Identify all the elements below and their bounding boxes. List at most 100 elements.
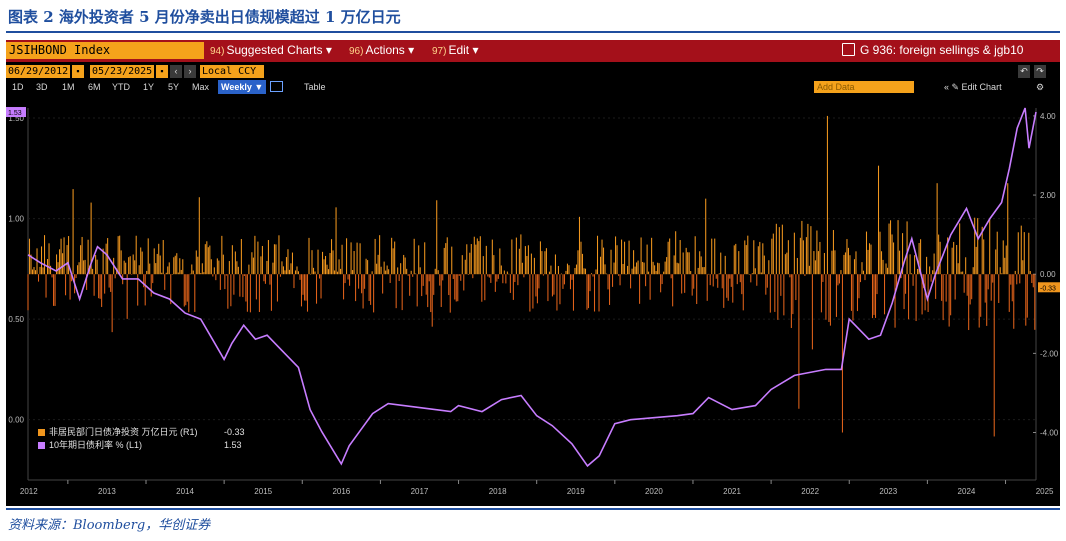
bar — [721, 274, 723, 289]
x-tick-label: 2014 — [176, 487, 194, 496]
bar — [563, 274, 565, 285]
bar — [227, 274, 229, 309]
end-date-field[interactable]: 05/23/2025 — [90, 65, 155, 78]
period-1d[interactable]: 1D — [12, 82, 24, 92]
bar — [741, 274, 743, 295]
edit-menu[interactable]: 97) Edit ▾ — [432, 42, 479, 60]
period-3d[interactable]: 3D — [36, 82, 48, 92]
bar — [427, 274, 429, 308]
frequency-select[interactable]: Weekly ▼ — [218, 80, 267, 94]
bar — [105, 243, 107, 275]
bar — [155, 263, 157, 275]
export-icon[interactable] — [842, 43, 855, 56]
bar — [364, 274, 366, 289]
calendar-icon[interactable]: ▪ — [72, 65, 84, 78]
bar — [850, 274, 852, 311]
bar — [774, 274, 776, 312]
bar — [778, 227, 780, 275]
bar — [684, 274, 686, 293]
suggested-charts-menu[interactable]: 94) Suggested Charts ▾ — [210, 42, 332, 60]
bar — [715, 274, 717, 279]
bar — [589, 274, 591, 292]
bar — [257, 241, 259, 275]
bar — [377, 254, 379, 275]
figure-caption: 图表 2 海外投资者 5 月份净卖出日债规模超过 1 万亿日元 — [8, 8, 401, 26]
bar — [661, 274, 663, 285]
bar — [805, 237, 807, 275]
period-6m[interactable]: 6M — [88, 82, 101, 92]
bar — [293, 274, 295, 289]
bar — [521, 262, 523, 275]
actions-menu[interactable]: 96) Actions ▾ — [349, 42, 414, 60]
calendar-icon[interactable]: ▪ — [156, 65, 168, 78]
bar — [571, 274, 573, 280]
bar — [956, 244, 958, 275]
bar — [551, 274, 553, 297]
bar — [140, 247, 142, 275]
bar — [493, 255, 495, 275]
bar — [216, 258, 218, 275]
edit-chart-button[interactable]: « ✎ Edit Chart — [944, 82, 1002, 92]
period-1y[interactable]: 1Y — [143, 82, 155, 92]
add-data-field[interactable]: Add Data — [814, 81, 914, 93]
bar — [239, 274, 241, 297]
bar — [930, 274, 932, 282]
bar — [735, 243, 737, 275]
bar — [131, 274, 133, 275]
undo-icon[interactable]: ↶ — [1018, 65, 1030, 78]
bar — [243, 274, 245, 276]
bar — [708, 273, 710, 275]
bar — [720, 252, 722, 275]
chart-type-icon[interactable] — [270, 81, 283, 92]
period-5y[interactable]: 5Y — [168, 82, 180, 92]
bar — [416, 274, 418, 307]
bar — [314, 271, 316, 275]
bar — [143, 274, 145, 288]
bar — [487, 274, 489, 277]
bar — [198, 197, 200, 275]
bar — [484, 274, 486, 301]
bar — [476, 238, 478, 275]
bar — [766, 274, 768, 288]
bar — [590, 273, 593, 275]
bar — [702, 267, 704, 275]
bar — [40, 246, 43, 275]
bar — [183, 274, 185, 307]
start-date-field[interactable]: 06/29/2012 — [6, 65, 71, 78]
bar — [574, 267, 576, 275]
bar — [433, 274, 435, 295]
bar — [856, 274, 859, 312]
bar — [792, 274, 794, 315]
bar — [685, 247, 687, 275]
redo-icon[interactable]: ↷ — [1034, 65, 1046, 78]
next-arrow-icon[interactable]: › — [184, 65, 196, 78]
bar — [290, 263, 292, 275]
bar — [998, 274, 1000, 303]
terminal-menu-bar: JSIHBOND Index 94) Suggested Charts ▾ 96)… — [6, 40, 1060, 62]
bar — [992, 274, 994, 283]
bar — [485, 245, 487, 275]
bar — [577, 250, 579, 275]
bar — [727, 274, 729, 301]
bar — [652, 261, 654, 275]
bar — [622, 263, 624, 275]
bar — [200, 272, 202, 275]
bar — [379, 235, 381, 275]
currency-select[interactable]: Local CCY — [200, 65, 264, 78]
period-1m[interactable]: 1M — [62, 82, 75, 92]
prev-arrow-icon[interactable]: ‹ — [170, 65, 182, 78]
right-tick-label: -2.00 — [1040, 349, 1059, 358]
bar — [793, 232, 795, 275]
bar — [751, 273, 753, 275]
period-max[interactable]: Max — [192, 82, 210, 92]
ticker-field[interactable]: JSIHBOND Index — [6, 42, 204, 59]
bar — [718, 273, 720, 275]
period-ytd[interactable]: YTD — [112, 82, 130, 92]
bar — [436, 200, 438, 275]
table-button[interactable]: Table — [304, 82, 326, 92]
bar — [194, 274, 196, 312]
bar — [398, 274, 400, 281]
bar — [724, 255, 726, 275]
bar — [297, 271, 300, 275]
settings-icon[interactable]: ⚙ — [1036, 82, 1045, 92]
